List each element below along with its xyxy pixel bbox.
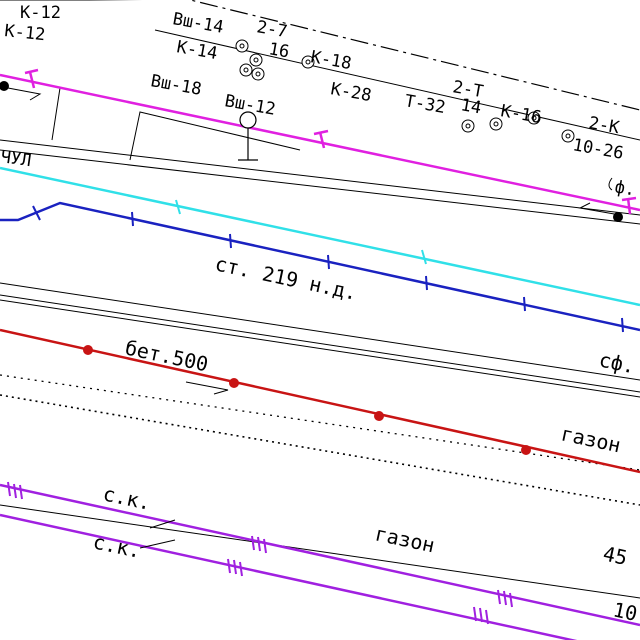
magenta-ticks	[24, 68, 637, 215]
purple-cable-line	[0, 513, 578, 640]
well-node	[613, 212, 623, 222]
road-edge	[0, 149, 640, 225]
label-gazon1: газон	[559, 421, 623, 457]
label-ck2: с.к.	[91, 529, 143, 562]
label-2-k: 2-К	[587, 113, 621, 138]
well-node	[0, 81, 9, 91]
label-vsh12: Вш-12	[223, 91, 277, 120]
label-chvl: ЧУЛ	[0, 147, 33, 171]
label-k18: К-18	[309, 47, 353, 74]
label-gazon2: газон	[373, 521, 437, 557]
red-sewer-line	[0, 328, 640, 474]
lawn-edge	[0, 504, 640, 599]
label-k12b: К-12	[3, 21, 46, 45]
blue-ticks	[32, 205, 624, 333]
tree-icon	[235, 39, 575, 143]
cyan-utility-line	[0, 166, 640, 307]
lamp-post-icon	[238, 111, 258, 161]
fitting-icon	[608, 177, 613, 191]
label-k12: К-12	[20, 3, 61, 23]
road-edge	[0, 299, 640, 398]
arrow-icon	[7, 87, 621, 549]
cyan-ticks	[175, 199, 427, 265]
label-t32: Т-32	[403, 91, 447, 118]
red-nodes	[83, 345, 531, 455]
label-bet500: бет.500	[123, 335, 210, 376]
building-outline	[129, 111, 301, 161]
curb-line-top	[154, 29, 640, 141]
dotted-line	[0, 374, 640, 471]
label-10-26: 10-26	[571, 135, 625, 164]
dotted-line	[0, 394, 640, 506]
road-edge	[0, 282, 640, 381]
road-edge	[0, 294, 640, 393]
label-k28: К-28	[329, 79, 373, 106]
label-16: 16	[267, 39, 291, 62]
label-k16: К-16	[499, 101, 543, 128]
label-phi: ф.	[613, 177, 637, 200]
label-k14: К-14	[175, 37, 219, 64]
magenta-utility-line	[0, 73, 640, 212]
blue-water-line	[0, 201, 640, 332]
label-st219: ст. 219 н.д.	[213, 251, 359, 305]
road-edge	[0, 139, 640, 216]
label-45: 45	[601, 541, 630, 569]
label-sf: сф.	[597, 347, 637, 378]
label-14: 14	[459, 95, 483, 118]
purple-hatches	[7, 481, 513, 625]
purple-cable-line	[0, 483, 640, 627]
label-vsh18: Вш-18	[149, 71, 203, 100]
label-10b: 10	[611, 597, 640, 625]
label-vsh14a: Вш-14	[171, 9, 225, 38]
boundary-line	[187, 0, 640, 111]
